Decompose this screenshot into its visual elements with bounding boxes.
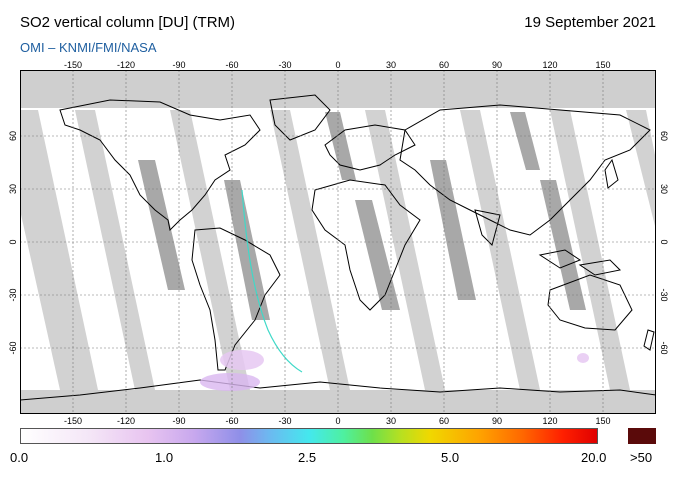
colorbar-over-label: >50 <box>630 450 653 465</box>
lon-tick-label: 90 <box>492 60 502 70</box>
lon-tick-label: -120 <box>117 416 135 426</box>
lat-tick-label: -60 <box>659 341 669 354</box>
lon-tick-label: 120 <box>542 60 557 70</box>
lon-tick-label: 30 <box>386 416 396 426</box>
lon-tick-label: 60 <box>439 60 449 70</box>
lat-tick-label: 60 <box>8 131 18 141</box>
orbit-gaps <box>20 110 656 390</box>
lat-tick-label: -60 <box>8 341 18 354</box>
colorbar-over-swatch <box>628 428 656 444</box>
map-title: SO2 vertical column [DU] (TRM) <box>20 14 236 31</box>
lon-tick-label: -60 <box>225 60 238 70</box>
colorbar <box>20 428 598 444</box>
lat-tick-label: 30 <box>659 184 669 194</box>
so2-enhancement <box>200 350 589 391</box>
lat-tick-label: -30 <box>8 288 18 301</box>
graticule <box>20 70 656 414</box>
lon-tick-label: -30 <box>278 60 291 70</box>
lon-tick-label: -150 <box>64 60 82 70</box>
dense-gaps <box>138 112 586 320</box>
map-frame <box>20 70 656 414</box>
lon-tick-label: 150 <box>595 416 610 426</box>
so2-world-map: -150 -120 -90 -60 -30 0 30 60 90 120 150 <box>20 70 656 414</box>
colorbar-label: 2.5 <box>298 450 317 465</box>
colorbar-label: 20.0 <box>581 450 607 465</box>
lat-tick-label: 60 <box>659 131 669 141</box>
lon-tick-label: 0 <box>335 60 340 70</box>
lon-tick-label: -60 <box>225 416 238 426</box>
lon-tick-label: 0 <box>335 416 340 426</box>
colorbar-label: 5.0 <box>441 450 460 465</box>
lon-tick-label: 30 <box>386 60 396 70</box>
lat-tick-label: 30 <box>8 184 18 194</box>
lat-axis-right: 60 30 0 -30 -60 <box>659 131 669 355</box>
colorbar-label: 1.0 <box>155 450 174 465</box>
colorbar-label: 0.0 <box>10 450 29 465</box>
lat-tick-label: -30 <box>659 288 669 301</box>
lon-tick-label: -150 <box>64 416 82 426</box>
lon-tick-label: -120 <box>117 60 135 70</box>
arctic-no-data <box>20 70 656 108</box>
lon-axis-bottom: -150 -120 -90 -60 -30 0 30 60 90 120 150 <box>64 416 611 426</box>
lat-tick-label: 0 <box>659 239 669 244</box>
lon-tick-label: -30 <box>278 416 291 426</box>
lat-axis-left: 60 30 0 -30 -60 <box>8 131 18 355</box>
lon-tick-label: 60 <box>439 416 449 426</box>
lon-tick-label: -90 <box>172 60 185 70</box>
orbit-track <box>241 189 303 373</box>
lon-tick-label: -90 <box>172 416 185 426</box>
lat-tick-label: 0 <box>8 239 18 244</box>
lon-tick-label: 90 <box>492 416 502 426</box>
data-credit: OMI – KNMI/FMI/NASA <box>20 40 157 55</box>
map-date: 19 September 2021 <box>524 14 656 31</box>
lon-tick-label: 120 <box>542 416 557 426</box>
lon-axis-top: -150 -120 -90 -60 -30 0 30 60 90 120 150 <box>64 60 611 70</box>
lon-tick-label: 150 <box>595 60 610 70</box>
